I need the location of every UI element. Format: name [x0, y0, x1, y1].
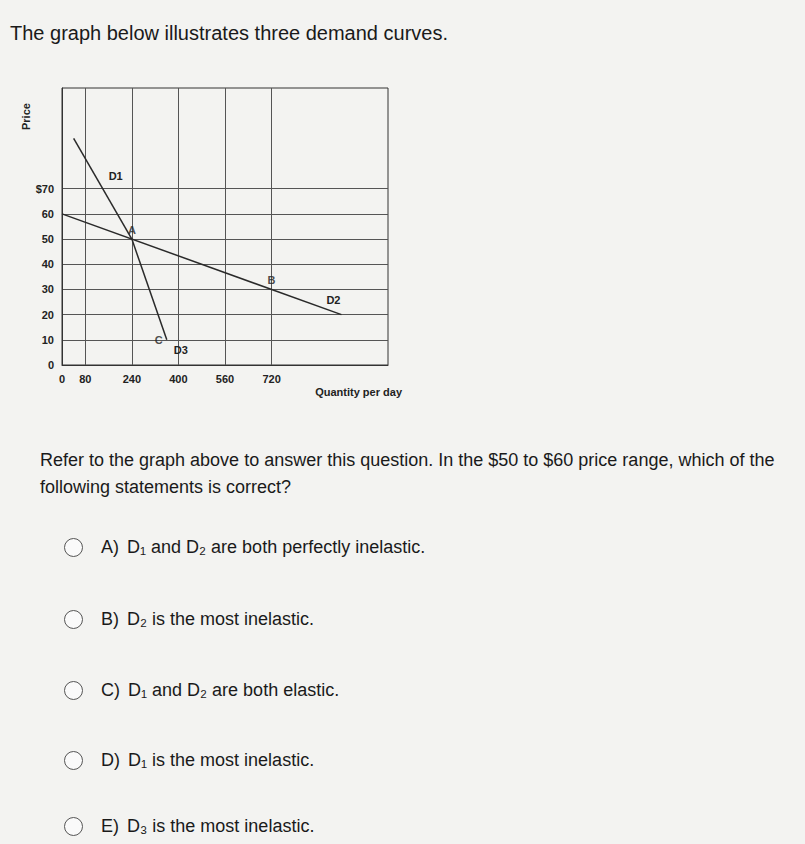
html-text:D₁ and D₂ are both perfectly i: D₁ and D₂ are both perfectly inelastic.	[127, 537, 426, 557]
svg-text:80: 80	[79, 373, 91, 385]
svg-text:10: 10	[42, 334, 54, 346]
html-text:E): E)	[101, 816, 119, 836]
svg-text:0: 0	[48, 359, 54, 371]
html-text:The graph below illustrates th: The graph below illustrates three demand…	[10, 22, 448, 44]
html-text:Refer to the graph above to an: Refer to the graph above to answer this …	[40, 450, 775, 497]
svg-text:C: C	[155, 334, 163, 346]
svg-text:D1: D1	[109, 170, 123, 182]
html-text:B): B)	[101, 609, 119, 629]
svg-text:D2: D2	[326, 294, 340, 306]
html-text:D₁ and D₂ are both elastic.: D₁ and D₂ are both elastic.	[128, 680, 340, 700]
html-text:D₂ is the most inelastic.: D₂ is the most inelastic.	[127, 609, 315, 629]
svg-text:240: 240	[123, 373, 141, 385]
svg-text:50: 50	[42, 233, 54, 245]
svg-text:40: 40	[42, 258, 54, 270]
html-text:C): C)	[101, 680, 120, 700]
svg-text:560: 560	[216, 373, 234, 385]
svg-text:A: A	[127, 223, 136, 236]
svg-text:0: 0	[59, 373, 65, 385]
svg-text:$70: $70	[36, 183, 54, 195]
svg-text:Quantity per day: Quantity per day	[315, 386, 403, 398]
svg-text:B: B	[268, 274, 276, 286]
svg-text:30: 30	[42, 283, 54, 295]
svg-text:60: 60	[42, 208, 54, 220]
svg-text:20: 20	[42, 309, 54, 321]
html-text:A): A)	[101, 537, 119, 557]
svg-text:D3: D3	[174, 344, 188, 356]
html-text:D₁ is the most inelastic.: D₁ is the most inelastic.	[128, 750, 315, 770]
html-text:D₃ is the most inelastic.: D₃ is the most inelastic.	[127, 816, 315, 836]
svg-text:400: 400	[169, 373, 187, 385]
svg-text:Price: Price	[20, 103, 32, 130]
svg-text:720: 720	[262, 373, 280, 385]
html-text:D): D)	[101, 750, 120, 770]
